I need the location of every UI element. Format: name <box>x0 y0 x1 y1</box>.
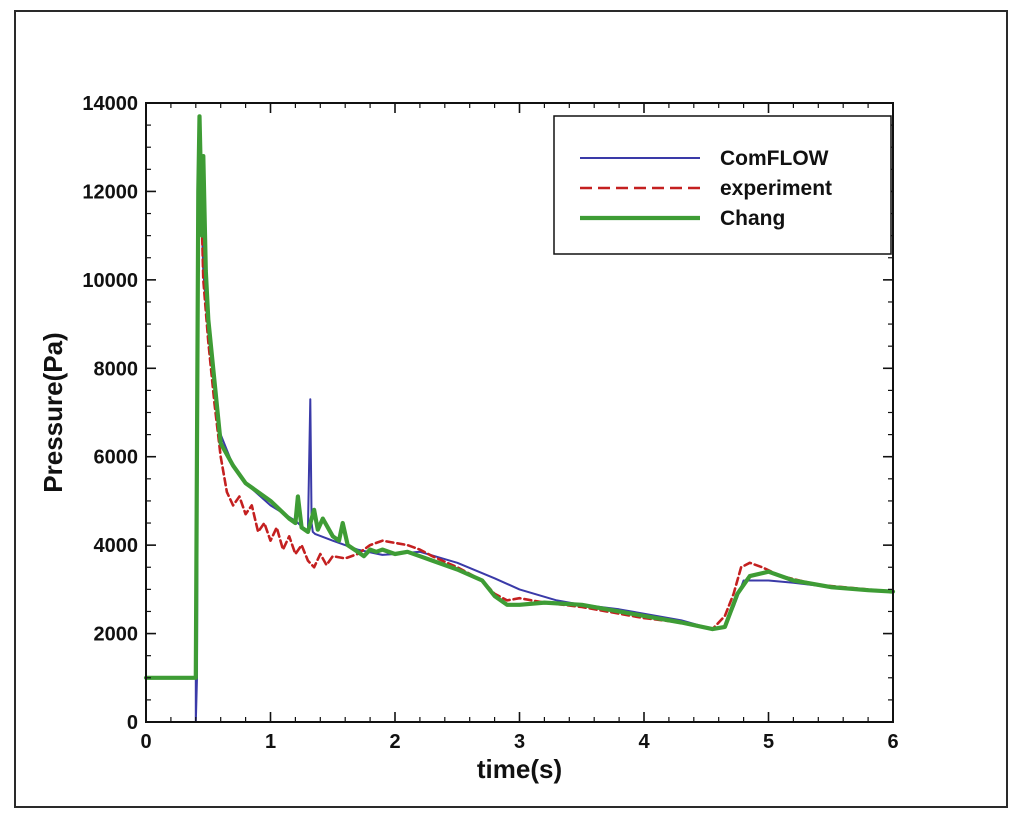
y-axis-title: Pressure(Pa) <box>38 332 68 492</box>
x-axis-title: time(s) <box>477 754 562 784</box>
series-line-chang <box>143 114 896 680</box>
x-tick-label: 5 <box>763 731 774 753</box>
legend: ComFLOW experiment Chang <box>553 115 892 255</box>
x-tick-label: 6 <box>887 731 898 753</box>
y-tick-label: 6000 <box>94 447 139 469</box>
y-tick-label: 12000 <box>82 181 138 203</box>
y-tick-label: 0 <box>127 712 138 734</box>
y-tick-label: 2000 <box>94 624 139 646</box>
y-tick-label: 8000 <box>94 358 139 380</box>
plot-border <box>145 102 894 723</box>
x-tick-label: 0 <box>140 731 151 753</box>
legend-label-comflow: ComFLOW <box>720 147 829 170</box>
x-tick-label: 4 <box>638 731 650 753</box>
legend-label-chang: Chang <box>720 207 785 230</box>
x-tick-label: 1 <box>265 731 276 753</box>
x-tick-label: 3 <box>514 731 525 753</box>
legend-label-experiment: experiment <box>720 177 832 200</box>
y-tick-label: 4000 <box>94 535 139 557</box>
legend-box <box>553 115 892 255</box>
y-tick-label: 14000 <box>82 93 138 115</box>
x-tick-label: 2 <box>389 731 400 753</box>
y-tick-label: 10000 <box>82 270 138 292</box>
